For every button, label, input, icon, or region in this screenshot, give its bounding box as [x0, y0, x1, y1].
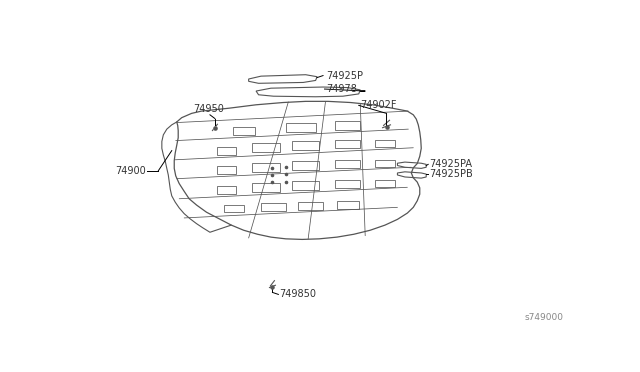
Point [210, 125, 220, 131]
Text: 74900: 74900 [115, 166, 146, 176]
Point [281, 164, 291, 170]
Text: 74950: 74950 [193, 104, 225, 114]
Point [268, 172, 278, 178]
Point [268, 165, 278, 171]
Text: 749850: 749850 [280, 289, 316, 299]
Point [381, 124, 392, 130]
Text: 74925P: 74925P [326, 71, 364, 81]
Text: 74978: 74978 [326, 84, 357, 94]
Point [210, 125, 220, 131]
Text: 74925PA: 74925PA [429, 159, 473, 169]
Point [281, 171, 291, 177]
Point [268, 179, 278, 185]
Point [268, 284, 278, 290]
Point [281, 179, 291, 185]
Text: s749000: s749000 [525, 314, 564, 323]
Text: 74902F: 74902F [360, 100, 397, 110]
Text: 74925PB: 74925PB [429, 169, 474, 179]
